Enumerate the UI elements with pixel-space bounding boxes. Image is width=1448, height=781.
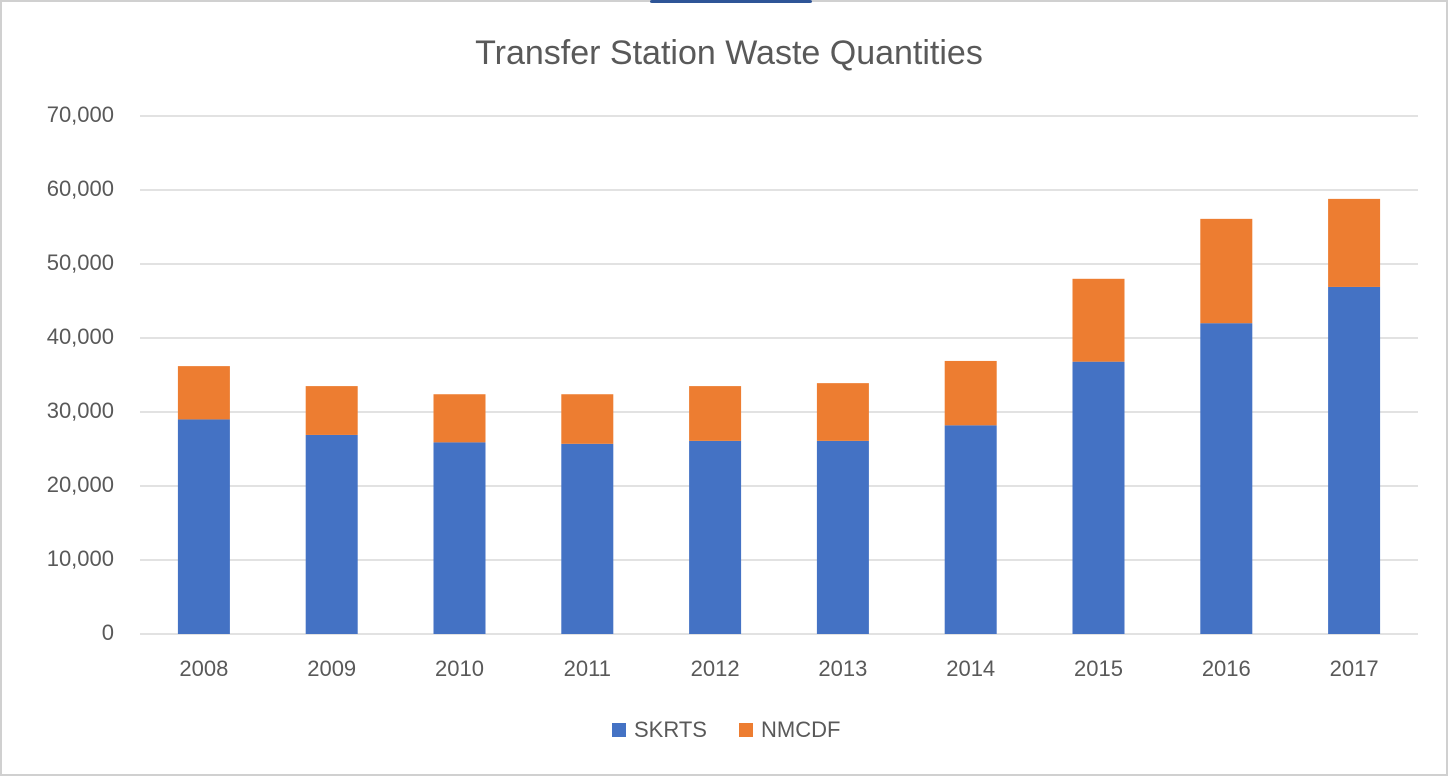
- bar-segment: [944, 425, 997, 634]
- bar-segment: [1072, 361, 1125, 634]
- bar-segment: [177, 366, 230, 420]
- x-tick-label: 2009: [307, 656, 356, 681]
- bar-segment: [689, 386, 742, 441]
- y-tick-label: 0: [102, 620, 114, 645]
- x-tick-label: 2011: [564, 656, 611, 681]
- legend-swatch: [612, 723, 626, 737]
- bar-segment: [816, 440, 869, 634]
- y-tick-label: 10,000: [47, 546, 114, 571]
- y-tick-label: 50,000: [47, 250, 114, 275]
- bar-segment: [816, 383, 869, 441]
- x-tick-label: 2010: [435, 656, 484, 681]
- bar-segment: [561, 443, 614, 634]
- chart-title: Transfer Station Waste Quantities: [475, 34, 983, 72]
- y-tick-label: 40,000: [47, 324, 114, 349]
- selection-tab: [650, 0, 812, 3]
- bar-segment: [689, 440, 742, 634]
- y-tick-label: 70,000: [47, 102, 114, 127]
- x-tick-label: 2008: [179, 656, 228, 681]
- bar-segment: [561, 394, 614, 444]
- x-tick-label: 2017: [1330, 656, 1379, 681]
- x-tick-label: 2014: [946, 656, 995, 681]
- bar-segment: [433, 394, 486, 443]
- y-tick-label: 20,000: [47, 472, 114, 497]
- bar-segment: [944, 360, 997, 426]
- bar-segment: [1328, 286, 1381, 634]
- y-tick-label: 30,000: [47, 398, 114, 423]
- x-tick-label: 2015: [1074, 656, 1123, 681]
- bar-segment: [1072, 278, 1125, 362]
- bar-segment: [1200, 323, 1253, 634]
- x-tick-label: 2012: [691, 656, 740, 681]
- bar-segment: [177, 419, 230, 634]
- y-tick-label: 60,000: [47, 176, 114, 201]
- bar-segment: [1328, 198, 1381, 287]
- x-tick-label: 2013: [818, 656, 867, 681]
- x-tick-label: 2016: [1202, 656, 1251, 681]
- legend-label: NMCDF: [761, 717, 840, 742]
- bar-segment: [305, 386, 358, 435]
- legend-swatch: [739, 723, 753, 737]
- legend-label: SKRTS: [634, 717, 707, 742]
- bar-segment: [1200, 218, 1253, 324]
- bar-segment: [433, 442, 486, 634]
- bar-segment: [305, 434, 358, 634]
